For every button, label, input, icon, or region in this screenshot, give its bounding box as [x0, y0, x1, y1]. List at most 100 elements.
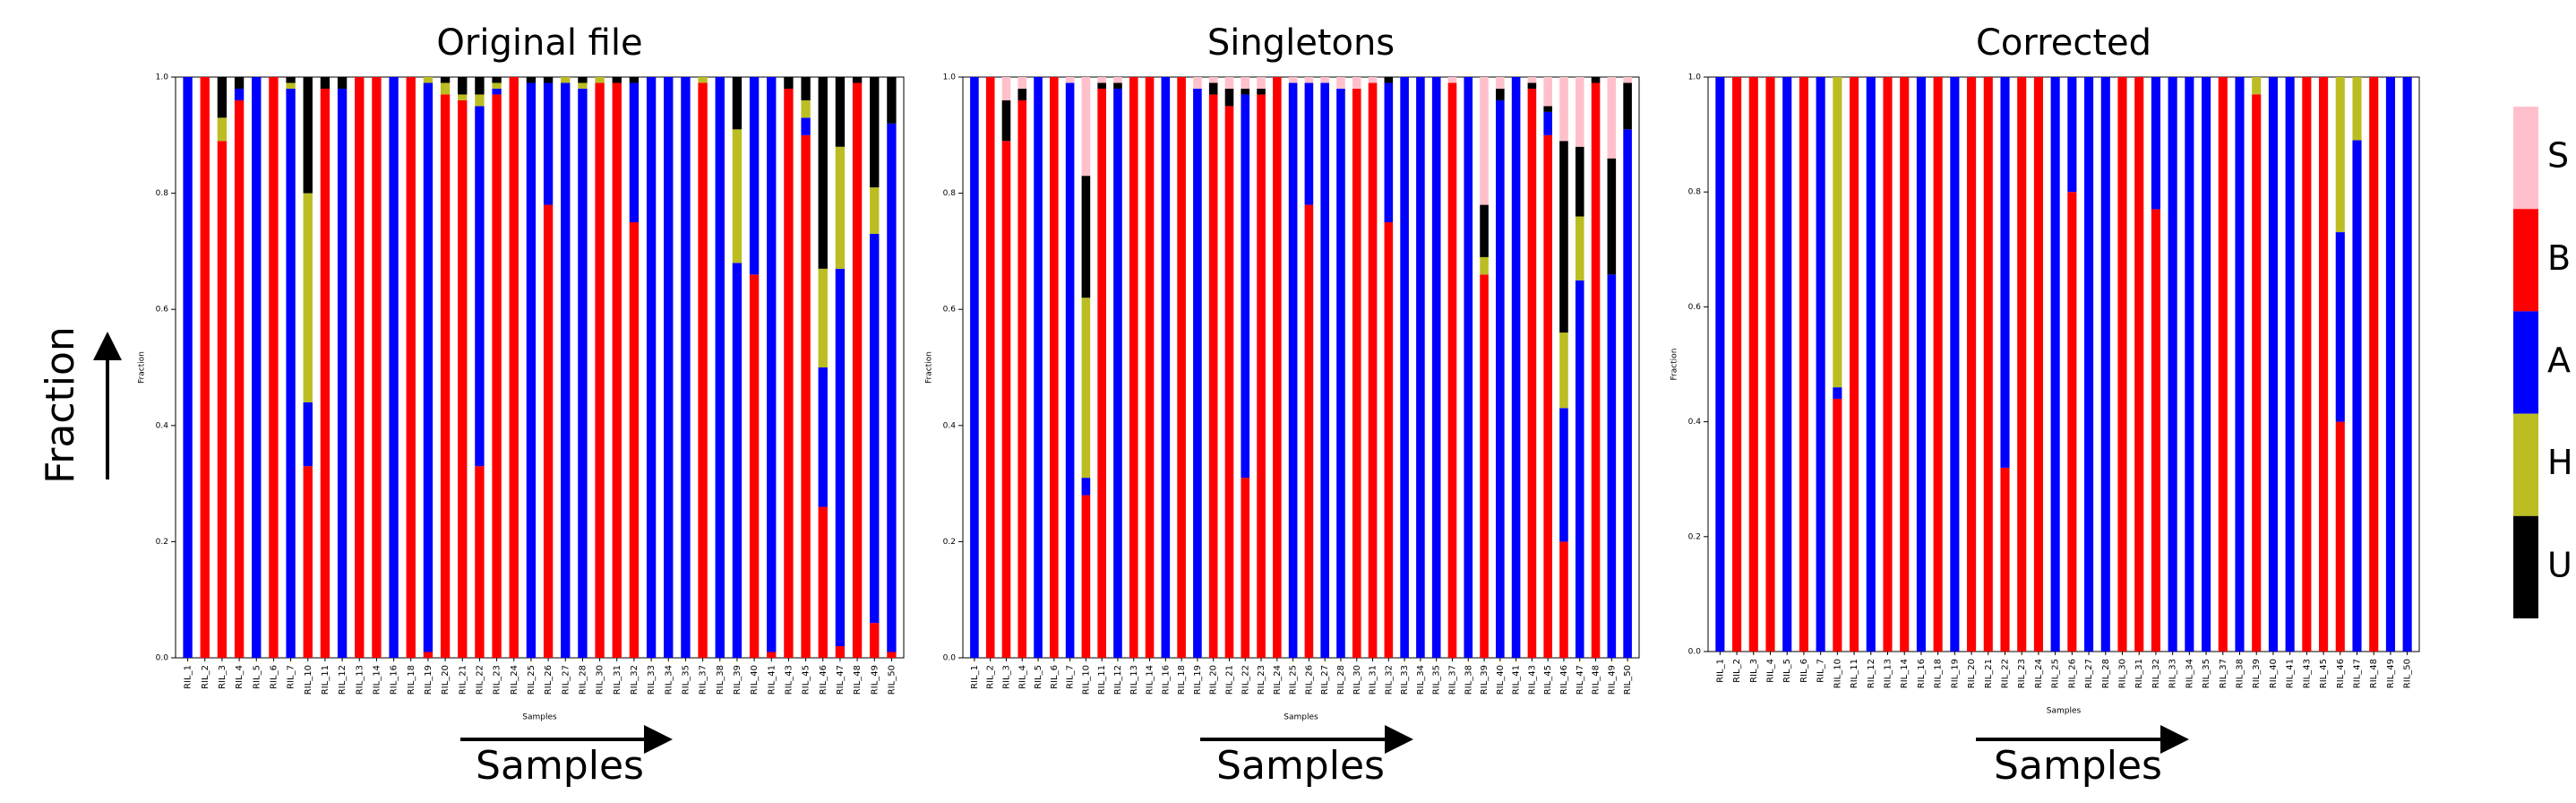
bar-segment: [784, 88, 794, 658]
bar-segment: [2218, 77, 2228, 652]
x-tick-label: RIL_28: [2101, 659, 2111, 688]
x-tick-label: RIL_39: [1480, 665, 1490, 695]
y-tick-label: 0.0: [156, 654, 169, 663]
x-tick-label: RIL_11: [1850, 659, 1859, 688]
bar-segment: [561, 82, 571, 659]
chart-title: Singletons: [1207, 22, 1395, 64]
x-tick-label: RIL_43: [2302, 659, 2312, 688]
x-tick-label: RIL_24: [1273, 665, 1283, 695]
bar-segment: [2202, 77, 2211, 652]
bar-segment: [526, 77, 537, 83]
bar-segment: [1527, 82, 1537, 89]
bar-segment: [2252, 94, 2262, 652]
x-axis-label: Samples: [1284, 713, 1318, 722]
x-tick-label: RIL_25: [1289, 665, 1299, 695]
bar-segment: [440, 94, 451, 658]
x-tick-label: RIL_22: [475, 665, 485, 695]
y-tick-label: 0.2: [1688, 532, 1701, 541]
x-tick-label: RIL_6: [1050, 665, 1060, 689]
bar-segment: [2067, 192, 2077, 652]
bar-segment: [801, 77, 811, 100]
x-tick-label: RIL_13: [1884, 659, 1893, 688]
y-tick-label: 1.0: [943, 73, 957, 82]
x-tick-label: RIL_24: [2034, 659, 2044, 688]
x-tick-label: RIL_38: [2236, 659, 2245, 688]
x-tick-label: RIL_33: [1400, 665, 1410, 695]
x-tick-label: RIL_26: [2067, 659, 2077, 688]
bar-segment: [1257, 88, 1266, 95]
bar-segment: [526, 82, 537, 659]
bar-segment: [1833, 387, 1842, 399]
x-tick-label: RIL_23: [2017, 659, 2027, 688]
bar-segment: [1081, 495, 1091, 658]
x-tick-label: RIL_12: [1113, 665, 1123, 695]
x-tick-label: RIL_45: [802, 665, 811, 695]
bar-segment: [372, 77, 382, 658]
bar-segment: [1607, 77, 1617, 159]
bar-segment: [835, 646, 846, 658]
y-axis-label: Fraction: [138, 351, 147, 384]
bar-segment: [561, 77, 571, 83]
x-tick-label: RIL_1: [970, 665, 980, 689]
bar-segment: [492, 88, 502, 95]
bar-segment: [1480, 274, 1489, 658]
bar-segment: [1304, 204, 1314, 658]
bar-segment: [492, 82, 502, 89]
bar-segment: [749, 274, 760, 658]
x-tick-label: RIL_49: [870, 665, 880, 695]
bar-segment: [217, 77, 228, 118]
bar-segment: [1081, 478, 1091, 496]
x-tick-label: RIL_12: [1867, 659, 1876, 688]
bar-segment: [1623, 77, 1632, 83]
bar-segment: [1967, 77, 1977, 652]
bar-segment: [1591, 82, 1601, 659]
y-tick-label: 0.4: [156, 421, 169, 430]
x-tick-label: RIL_35: [1432, 665, 1442, 695]
bar-segment: [543, 77, 554, 83]
bar-segment: [389, 77, 399, 658]
bar-segment: [1336, 88, 1345, 658]
bar-segment: [303, 466, 313, 658]
x-tick-label: RIL_48: [2369, 659, 2379, 688]
bar-segment: [1950, 77, 1960, 652]
bar-segment: [1208, 82, 1218, 95]
legend-swatch: [2513, 515, 2538, 618]
x-tick-label: RIL_33: [647, 665, 657, 695]
x-tick-label: RIL_21: [1224, 665, 1234, 695]
bar-segment: [1384, 77, 1394, 83]
bar-segment: [1368, 77, 1378, 83]
x-tick-label: RIL_24: [510, 665, 519, 695]
bar-segment: [2352, 140, 2362, 652]
bar-segment: [612, 82, 622, 659]
bar-segment: [887, 77, 897, 124]
x-tick-label: RIL_47: [836, 665, 846, 695]
bar-segment: [1208, 77, 1218, 83]
bar-segment: [1304, 77, 1314, 83]
x-tick-label: RIL_23: [1257, 665, 1267, 695]
x-tick-label: RIL_18: [407, 665, 416, 695]
bar-segment: [1193, 77, 1202, 89]
bar-segment: [440, 82, 451, 95]
bar-segment: [1224, 106, 1234, 658]
bar-segment: [1511, 77, 1521, 658]
bar-segment: [252, 77, 262, 658]
bar-segment: [492, 94, 502, 658]
x-tick-label: RIL_32: [630, 665, 640, 695]
bar-segment: [492, 77, 502, 83]
bar-segment: [2335, 421, 2345, 652]
bar-segment: [337, 77, 348, 89]
x-tick-label: RIL_28: [1336, 665, 1346, 695]
legend-label: B: [2547, 238, 2571, 278]
bar-segment: [852, 77, 863, 83]
y-tick-label: 1.0: [1688, 73, 1702, 82]
bar-segment: [320, 88, 331, 658]
bar-segment: [1161, 77, 1171, 658]
x-tick-label: RIL_11: [1097, 665, 1107, 695]
bar-segment: [1496, 88, 1505, 100]
bar-segment: [870, 233, 880, 624]
bar-segment: [1050, 77, 1059, 658]
y-tick-label: 0.6: [943, 306, 957, 315]
x-tick-label: RIL_2: [986, 665, 996, 689]
bar-segment: [629, 77, 640, 83]
x-tick-label: RIL_38: [716, 665, 726, 695]
